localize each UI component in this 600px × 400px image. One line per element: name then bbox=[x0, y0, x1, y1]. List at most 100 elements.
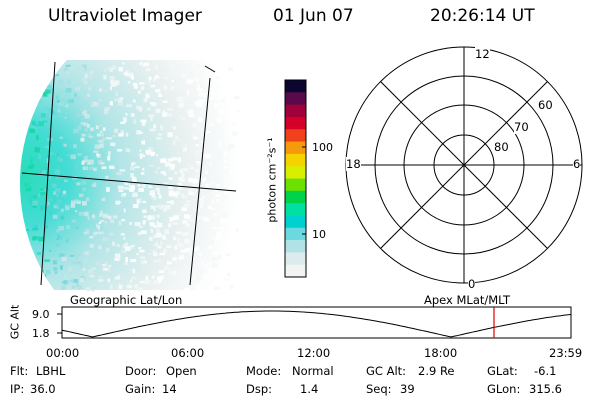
emission-speckle bbox=[71, 260, 77, 265]
emission-speckle bbox=[153, 234, 156, 238]
emission-speckle bbox=[140, 259, 147, 265]
emission-speckle bbox=[197, 240, 203, 243]
emission-speckle bbox=[195, 277, 199, 281]
emission-speckle bbox=[115, 91, 118, 97]
emission-speckle bbox=[214, 286, 220, 290]
emission-speckle bbox=[41, 113, 46, 118]
emission-speckle bbox=[233, 141, 239, 146]
emission-speckle bbox=[80, 137, 85, 142]
emission-speckle bbox=[129, 221, 133, 225]
emission-speckle bbox=[45, 106, 48, 109]
emission-speckle bbox=[55, 188, 61, 193]
emission-speckle bbox=[57, 211, 63, 216]
emission-speckle bbox=[75, 282, 79, 287]
x-tick-label-1200: 12:00 bbox=[297, 346, 331, 360]
emission-speckle bbox=[98, 213, 103, 217]
emission-speckle bbox=[200, 203, 204, 209]
emission-speckle bbox=[127, 81, 131, 84]
emission-speckle bbox=[141, 140, 146, 145]
emission-speckle bbox=[168, 113, 173, 117]
emission-speckle bbox=[195, 161, 201, 164]
emission-speckle bbox=[169, 62, 174, 68]
emission-speckle bbox=[84, 128, 89, 132]
emission-speckle bbox=[134, 222, 141, 227]
emission-speckle bbox=[110, 284, 113, 290]
emission-speckle bbox=[131, 75, 134, 80]
emission-speckle bbox=[164, 85, 167, 90]
emission-speckle bbox=[232, 252, 239, 257]
emission-speckle bbox=[103, 281, 106, 285]
emission-speckle bbox=[136, 253, 139, 256]
emission-speckle bbox=[125, 70, 129, 74]
emission-speckle bbox=[218, 235, 221, 240]
emission-speckle bbox=[223, 190, 229, 195]
emission-speckle bbox=[205, 181, 211, 184]
emission-speckle bbox=[61, 256, 67, 261]
emission-speckle bbox=[143, 98, 147, 103]
emission-speckle bbox=[38, 121, 44, 127]
instrument-title: Ultraviolet Imager bbox=[48, 6, 202, 26]
emission-speckle bbox=[100, 210, 103, 215]
emission-speckle bbox=[126, 104, 132, 108]
emission-speckle bbox=[102, 127, 106, 131]
emission-speckle bbox=[91, 183, 96, 187]
emission-speckle bbox=[223, 260, 230, 263]
emission-speckle bbox=[152, 275, 155, 279]
emission-speckle bbox=[67, 66, 71, 70]
emission-speckle bbox=[177, 185, 182, 190]
emission-speckle bbox=[84, 66, 87, 71]
emission-speckle bbox=[180, 114, 183, 120]
emission-speckle bbox=[97, 159, 103, 165]
emission-speckle bbox=[183, 194, 187, 199]
emission-speckle bbox=[227, 117, 230, 122]
emission-speckle bbox=[214, 240, 218, 243]
emission-speckle bbox=[34, 225, 38, 229]
emission-speckle bbox=[215, 194, 221, 197]
emission-speckle bbox=[217, 124, 220, 129]
emission-speckle bbox=[102, 213, 108, 219]
emission-speckle bbox=[60, 215, 65, 220]
emission-speckle bbox=[188, 76, 192, 81]
emission-speckle bbox=[71, 285, 76, 289]
emission-speckle bbox=[222, 213, 228, 218]
status-glat-value: -6.1 bbox=[534, 364, 557, 378]
emission-speckle bbox=[199, 99, 205, 104]
emission-speckle bbox=[53, 267, 58, 271]
mlt-label-left: 18 bbox=[346, 157, 361, 171]
emission-speckle bbox=[104, 220, 108, 226]
status-seq-key: Seq: bbox=[366, 382, 392, 396]
emission-speckle bbox=[156, 228, 161, 234]
emission-speckle bbox=[162, 100, 168, 103]
emission-speckle bbox=[141, 172, 145, 175]
emission-speckle bbox=[147, 215, 152, 221]
emission-speckle bbox=[208, 240, 214, 246]
emission-speckle bbox=[168, 177, 173, 180]
emission-speckle bbox=[89, 166, 95, 171]
emission-speckle bbox=[209, 162, 212, 166]
emission-speckle bbox=[207, 268, 213, 271]
emission-speckle bbox=[192, 123, 197, 128]
emission-speckle bbox=[82, 187, 86, 192]
emission-speckle bbox=[197, 271, 202, 276]
emission-speckle bbox=[99, 99, 102, 102]
emission-speckle bbox=[181, 193, 184, 198]
emission-speckle bbox=[199, 198, 204, 203]
emission-speckle bbox=[57, 156, 60, 161]
emission-speckle bbox=[75, 112, 81, 117]
emission-speckle bbox=[236, 203, 240, 206]
colorbar-band bbox=[285, 178, 306, 192]
emission-speckle bbox=[206, 218, 209, 222]
emission-speckle bbox=[77, 153, 82, 156]
emission-speckle bbox=[76, 252, 81, 257]
emission-speckle bbox=[120, 233, 125, 236]
emission-speckle bbox=[54, 169, 61, 174]
emission-speckle bbox=[100, 220, 104, 223]
emission-speckle bbox=[203, 177, 207, 181]
emission-speckle bbox=[193, 189, 199, 193]
emission-speckle bbox=[196, 195, 200, 199]
emission-speckle bbox=[227, 272, 230, 277]
emission-speckle bbox=[91, 216, 96, 221]
emission-speckle bbox=[213, 250, 217, 254]
